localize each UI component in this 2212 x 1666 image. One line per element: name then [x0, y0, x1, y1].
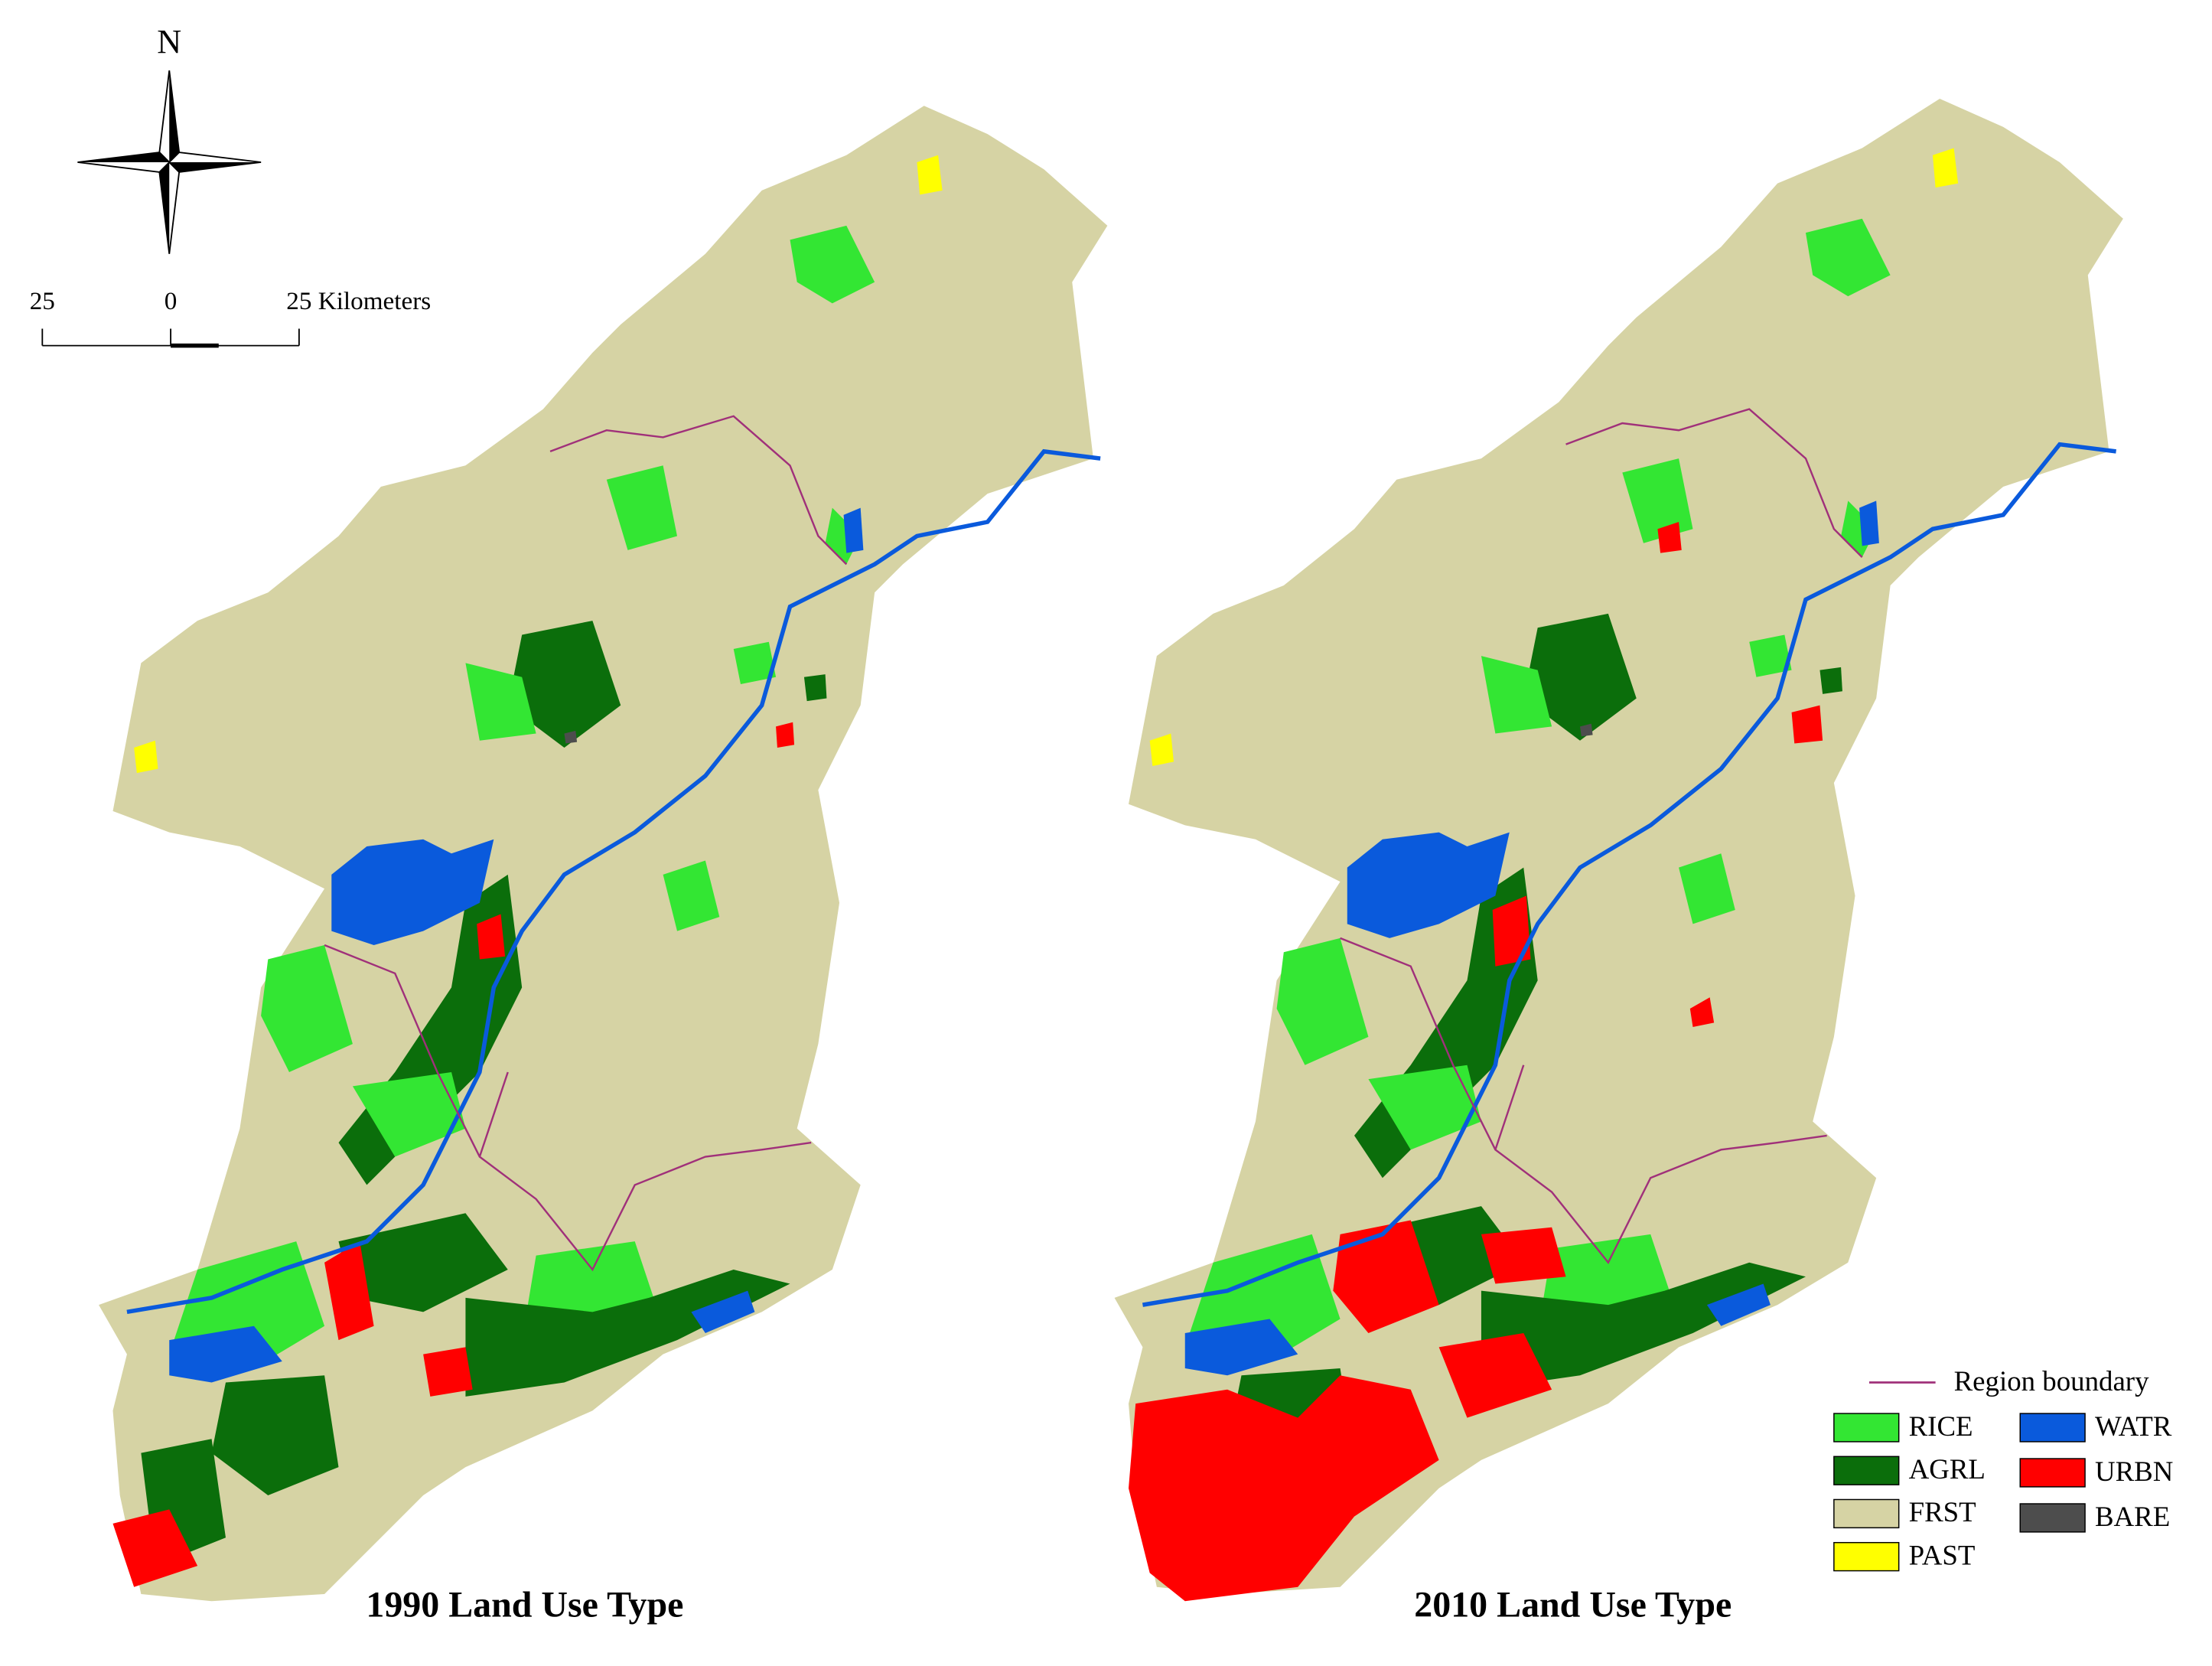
scale-label: 25 Kilometers	[286, 287, 431, 315]
region-boundary	[324, 415, 848, 1272]
land-patch	[1806, 218, 1891, 297]
legend-label: FRST	[1909, 1496, 1976, 1527]
land-patch	[169, 1325, 282, 1383]
legend-swatch	[2019, 1413, 2086, 1443]
land-patch	[1492, 895, 1531, 967]
scale-label: 0	[165, 287, 178, 315]
legend: Region boundary RICE AGRL FRST PAST WATR URBN…	[1833, 1365, 2173, 1572]
river	[126, 448, 1101, 1315]
land-patch	[331, 839, 494, 946]
land-patch	[663, 860, 720, 931]
land-patch	[1438, 1332, 1552, 1418]
land-patch	[803, 674, 827, 702]
land-patch	[1129, 1375, 1439, 1602]
land-patch	[211, 1375, 339, 1495]
map-title: 2010 Land Use Type	[1414, 1584, 1731, 1625]
land-patch	[1749, 634, 1792, 677]
land-patch	[1333, 1220, 1439, 1333]
land-patch	[1932, 148, 1959, 188]
legend-label: RICE	[1909, 1410, 1973, 1442]
land-patch	[465, 1270, 790, 1397]
scale-label: 25	[30, 287, 55, 315]
legend-label: AGRL	[1909, 1453, 1986, 1485]
land-patch	[917, 155, 943, 195]
land-patch	[1679, 853, 1735, 924]
river	[1142, 442, 2116, 1307]
legend-label: URBN	[2095, 1456, 2173, 1487]
land-patch	[1859, 500, 1879, 546]
land-patch	[1149, 733, 1174, 766]
land-patch	[112, 1509, 198, 1587]
legend-swatch	[2019, 1503, 2086, 1533]
land-patch	[776, 722, 795, 748]
land-patch	[1481, 1227, 1566, 1284]
land-patch	[691, 1290, 755, 1333]
legend-label: Region boundary	[1954, 1365, 2149, 1397]
land-patch	[1622, 458, 1693, 543]
land-patch	[1481, 1262, 1806, 1390]
map-title: 1990 Land Use Type	[366, 1584, 683, 1625]
land-patch	[606, 465, 677, 550]
land-patch	[507, 621, 621, 748]
legend-swatch	[1833, 1413, 1900, 1443]
legend-label: PAST	[1909, 1539, 1976, 1570]
legend-label: BARE	[2095, 1501, 2170, 1532]
legend-label: WATR	[2095, 1410, 2172, 1442]
land-patch	[1819, 667, 1842, 694]
land-patch	[1791, 705, 1823, 744]
land-patch	[423, 1347, 473, 1397]
map	[1114, 99, 2123, 1602]
land-patch	[1689, 997, 1715, 1027]
land-patch	[324, 1241, 374, 1341]
land-patch	[790, 225, 875, 304]
land-patch	[477, 914, 506, 960]
land-patch	[843, 507, 864, 553]
legend-swatch	[1833, 1498, 1900, 1529]
region-boundary	[1340, 408, 1863, 1265]
land-patch	[733, 641, 777, 685]
land-patch	[1481, 656, 1552, 734]
land-patch	[1368, 1064, 1481, 1150]
land-patch	[1580, 723, 1593, 737]
land-patch	[1276, 937, 1369, 1065]
land-patch	[1706, 1283, 1771, 1326]
land-patch	[338, 1213, 508, 1312]
legend-swatch	[1833, 1541, 1900, 1572]
land-patch	[564, 730, 578, 744]
land-patch	[1657, 522, 1682, 553]
legend-swatch	[2019, 1458, 2086, 1488]
land-patch	[1347, 832, 1510, 938]
land-patch	[261, 945, 353, 1072]
land-patch	[1523, 613, 1637, 741]
map	[99, 106, 1108, 1602]
compass: N	[77, 23, 262, 254]
north-label: N	[157, 23, 181, 60]
land-patch	[1184, 1319, 1298, 1376]
land-patch	[352, 1071, 466, 1157]
legend-swatch	[1833, 1456, 1900, 1485]
land-patch	[134, 740, 158, 774]
land-patch	[465, 663, 536, 741]
scale-bar	[41, 328, 300, 348]
